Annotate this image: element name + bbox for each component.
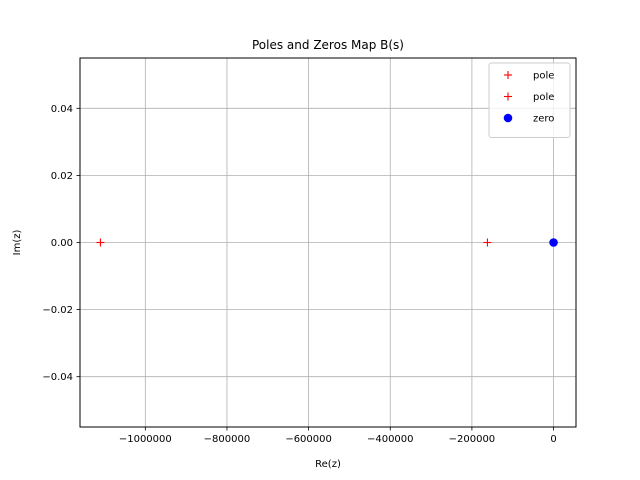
y-axis-label: Im(z) (12, 230, 23, 256)
legend-label-pole: pole (533, 92, 554, 103)
x-tick-label: −600000 (285, 434, 332, 445)
x-tick-label: −1000000 (119, 434, 172, 445)
legend-box (488, 62, 571, 138)
y-tick-label: 0.00 (51, 238, 73, 249)
x-axis-ticks: −1000000 −800000 −600000 −400000 −200000 0 (119, 427, 557, 445)
legend-pole-marker (504, 92, 512, 101)
x-tick-label: 0 (550, 434, 556, 445)
x-axis-label: Re(z) (315, 459, 341, 470)
legend-zero-marker (503, 113, 513, 123)
y-tick-label: 0.02 (51, 171, 73, 182)
legend-label-zero: zero (533, 114, 554, 125)
legend-pole-marker (504, 71, 512, 79)
x-tick-label: −400000 (367, 434, 414, 445)
zero-marker (549, 238, 558, 247)
y-tick-label: −0.04 (42, 372, 73, 383)
pole-marker (483, 238, 492, 247)
grid (80, 58, 576, 427)
y-tick-label: −0.02 (42, 305, 73, 316)
legend: pole pole zero (488, 62, 571, 138)
x-tick-label: −200000 (449, 434, 496, 445)
y-axis-ticks: 0.04 0.02 0.00 −0.02 −0.04 (42, 104, 80, 383)
pole-marker (96, 238, 105, 247)
chart-title: Poles and Zeros Map B(s) (252, 38, 404, 52)
legend-label-pole: pole (533, 71, 554, 82)
x-tick-label: −800000 (204, 434, 251, 445)
data-marks (96, 238, 558, 247)
y-tick-label: 0.04 (51, 104, 73, 115)
